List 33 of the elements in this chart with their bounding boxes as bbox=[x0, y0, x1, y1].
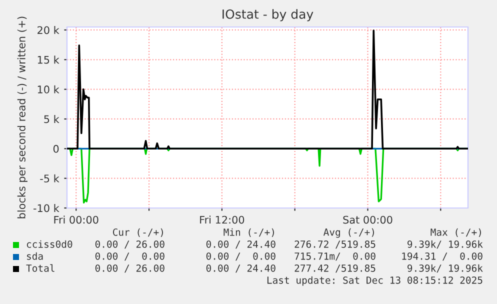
y-tick-label: 5 k bbox=[44, 115, 60, 124]
text: 0.00 / 24.40 bbox=[206, 240, 276, 249]
text: 0.00 / 26.00 bbox=[95, 264, 164, 273]
x-tick-label: Sat 00:00 bbox=[343, 216, 392, 224]
text: Min (-/+) bbox=[224, 228, 274, 237]
text: 0.00 / 26.00 bbox=[95, 240, 164, 249]
y-tick-label: 15 k bbox=[38, 56, 60, 64]
y-tick-label: -10 k bbox=[34, 204, 60, 212]
y-tick-label: 20 k bbox=[38, 26, 60, 34]
text: Cur (-/+) bbox=[112, 228, 163, 237]
text: 9.39k/ 19.96k bbox=[408, 240, 483, 249]
text: 0.00 / 24.40 bbox=[206, 264, 276, 273]
x-tick-label: Fri 00:00 bbox=[54, 216, 98, 224]
line-series bbox=[67, 30, 468, 150]
text: 9.39k/ 19.96k bbox=[408, 264, 483, 273]
y-tick-label: 10 k bbox=[38, 85, 60, 94]
y-axis-title: blocks per second read (-) / written (+) bbox=[17, 16, 28, 218]
y-tick-label: -5 k bbox=[40, 174, 60, 182]
text: 0.00 / 0.00 bbox=[95, 252, 164, 261]
text: 715.71m/ 0.00 bbox=[294, 252, 376, 261]
legend-label: cciss0d0 bbox=[26, 240, 72, 248]
text: 194.31 / 0.00 bbox=[402, 252, 482, 261]
chart-title: IOstat - by day bbox=[222, 9, 314, 22]
text: 0.00 / 0.00 bbox=[206, 252, 276, 261]
text: 277.42 /519.85 bbox=[294, 264, 376, 273]
legend-label: Total bbox=[26, 264, 54, 272]
y-tick-label: 0 bbox=[53, 144, 59, 153]
text: Last update: Sat Dec 13 08:15:12 2025 bbox=[267, 276, 482, 286]
text: Avg (-/+) bbox=[324, 228, 374, 238]
x-tick-label: Fri 12:00 bbox=[200, 216, 244, 224]
text: Max (-/+) bbox=[430, 228, 481, 237]
text: 276.72 /519.85 bbox=[294, 240, 376, 249]
legend-label: sda bbox=[27, 252, 43, 260]
